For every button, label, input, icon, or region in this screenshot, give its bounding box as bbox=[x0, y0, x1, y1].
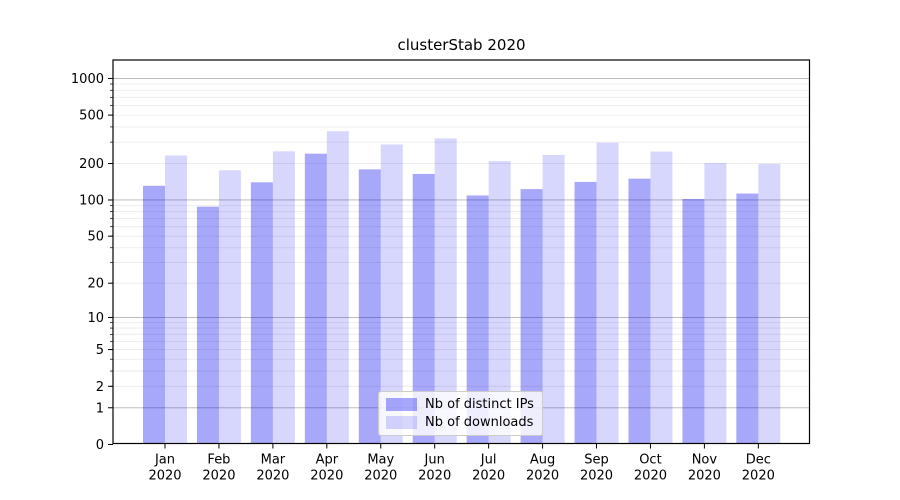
x-tick-label-month-sep-2020: Sep bbox=[584, 453, 609, 468]
y-tick-label-100: 100 bbox=[79, 193, 104, 208]
legend-label-distinct-ips: Nb of distinct IPs bbox=[425, 397, 534, 413]
x-tick-label-year-jan-2020: 2020 bbox=[148, 469, 181, 484]
bar-nov-2020-nb-of-distinct-ips bbox=[682, 198, 705, 444]
x-tick-label-month-dec-2020: Dec bbox=[746, 453, 771, 468]
x-tick-label-year-sep-2020: 2020 bbox=[580, 469, 613, 484]
y-tick-label-0: 0 bbox=[96, 438, 104, 453]
x-tick-label-month-jan-2020: Jan bbox=[154, 453, 175, 468]
chart-title: clusterStab 2020 bbox=[397, 36, 526, 54]
x-tick-label-month-feb-2020: Feb bbox=[207, 453, 230, 468]
plot-border bbox=[112, 59, 811, 445]
x-tick-label-year-feb-2020: 2020 bbox=[202, 469, 235, 484]
bar-oct-2020-nb-of-distinct-ips bbox=[628, 178, 651, 444]
bar-aug-2020-nb-of-downloads bbox=[542, 155, 565, 444]
y-tick-label-1000: 1000 bbox=[71, 72, 104, 87]
bar-may-2020-nb-of-distinct-ips bbox=[358, 169, 381, 444]
y-tick-label-20: 20 bbox=[87, 277, 104, 292]
x-tick-label-year-mar-2020: 2020 bbox=[256, 469, 289, 484]
bar-jan-2020-nb-of-distinct-ips bbox=[143, 185, 165, 444]
legend-item-distinct-ips: Nb of distinct IPs bbox=[386, 397, 535, 413]
legend-swatch-downloads bbox=[386, 415, 417, 429]
bar-jul-2020-nb-of-downloads bbox=[488, 161, 511, 444]
legend: Nb of distinct IPs Nb of downloads bbox=[378, 391, 543, 436]
y-tick-label-10: 10 bbox=[87, 311, 104, 326]
y-tick-label-50: 50 bbox=[87, 230, 104, 245]
x-tick-label-year-apr-2020: 2020 bbox=[310, 469, 343, 484]
y-tick-label-5: 5 bbox=[96, 343, 104, 358]
x-tick-label-year-aug-2020: 2020 bbox=[526, 469, 559, 484]
x-tick-label-year-jun-2020: 2020 bbox=[418, 469, 451, 484]
x-tick-label-year-nov-2020: 2020 bbox=[688, 469, 721, 484]
x-tick-label-month-nov-2020: Nov bbox=[692, 453, 718, 468]
x-tick-label-year-jul-2020: 2020 bbox=[472, 469, 505, 484]
x-tick-label-month-oct-2020: Oct bbox=[639, 453, 661, 468]
y-tick-label-1: 1 bbox=[96, 401, 104, 416]
bar-oct-2020-nb-of-downloads bbox=[650, 151, 673, 444]
x-tick-label-year-oct-2020: 2020 bbox=[634, 469, 667, 484]
x-tick-label-year-may-2020: 2020 bbox=[364, 469, 397, 484]
y-tick-label-500: 500 bbox=[79, 109, 104, 124]
legend-item-downloads: Nb of downloads bbox=[386, 414, 535, 430]
bar-dec-2020-nb-of-downloads bbox=[758, 163, 781, 444]
bar-apr-2020-nb-of-distinct-ips bbox=[304, 153, 327, 444]
bar-jan-2020-nb-of-downloads bbox=[165, 155, 187, 444]
bar-mar-2020-nb-of-distinct-ips bbox=[250, 182, 273, 444]
bar-feb-2020-nb-of-distinct-ips bbox=[196, 206, 219, 444]
bar-nov-2020-nb-of-downloads bbox=[704, 162, 727, 444]
bar-sep-2020-nb-of-downloads bbox=[596, 142, 619, 444]
x-tick-label-year-dec-2020: 2020 bbox=[742, 469, 775, 484]
y-tick-label-2: 2 bbox=[96, 380, 104, 395]
x-tick-label-month-may-2020: May bbox=[367, 453, 394, 468]
legend-swatch-distinct-ips bbox=[386, 398, 417, 412]
bar-dec-2020-nb-of-distinct-ips bbox=[736, 193, 759, 444]
x-tick-label-month-jul-2020: Jul bbox=[480, 453, 497, 468]
legend-label-downloads: Nb of downloads bbox=[425, 414, 534, 430]
bar-jul-2020-nb-of-distinct-ips bbox=[466, 195, 489, 444]
x-tick-label-month-mar-2020: Mar bbox=[261, 453, 286, 468]
x-tick-label-month-jun-2020: Jun bbox=[424, 453, 445, 468]
bar-mar-2020-nb-of-downloads bbox=[272, 151, 295, 444]
bar-jun-2020-nb-of-downloads bbox=[434, 138, 457, 444]
bar-feb-2020-nb-of-downloads bbox=[218, 170, 241, 444]
bar-aug-2020-nb-of-distinct-ips bbox=[520, 189, 543, 444]
y-tick-label-200: 200 bbox=[79, 157, 104, 172]
bar-sep-2020-nb-of-distinct-ips bbox=[574, 181, 597, 444]
bar-jun-2020-nb-of-distinct-ips bbox=[412, 173, 435, 444]
x-tick-label-month-apr-2020: Apr bbox=[316, 453, 339, 468]
x-tick-label-month-aug-2020: Aug bbox=[530, 453, 555, 468]
bar-may-2020-nb-of-downloads bbox=[380, 144, 403, 444]
bar-apr-2020-nb-of-downloads bbox=[326, 131, 349, 444]
